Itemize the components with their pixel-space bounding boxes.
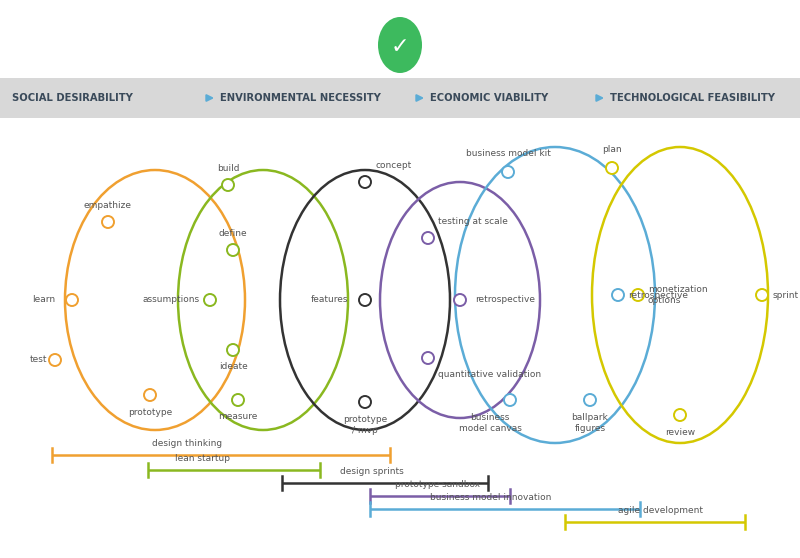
Text: empathize: empathize — [84, 201, 132, 210]
Circle shape — [222, 179, 234, 191]
Circle shape — [359, 294, 371, 306]
FancyBboxPatch shape — [0, 78, 800, 118]
Circle shape — [504, 394, 516, 406]
Text: test: test — [30, 355, 47, 364]
Ellipse shape — [378, 17, 422, 73]
Circle shape — [359, 396, 371, 408]
Text: measure: measure — [218, 412, 258, 421]
Text: monetization
options: monetization options — [648, 285, 708, 305]
Circle shape — [232, 394, 244, 406]
Circle shape — [612, 289, 624, 301]
Circle shape — [204, 294, 216, 306]
Text: review: review — [665, 428, 695, 437]
Circle shape — [49, 354, 61, 366]
Circle shape — [422, 352, 434, 364]
Text: prototype sandbox: prototype sandbox — [395, 480, 480, 489]
Text: design thinking: design thinking — [152, 439, 222, 448]
Circle shape — [756, 289, 768, 301]
Text: plan: plan — [602, 145, 622, 154]
Text: features: features — [310, 296, 348, 305]
Circle shape — [227, 344, 239, 356]
Circle shape — [144, 389, 156, 401]
Circle shape — [606, 162, 618, 174]
Text: sprint: sprint — [773, 291, 799, 300]
Text: retrospective: retrospective — [475, 296, 535, 305]
Text: ENVIRONMENTAL NECESSITY: ENVIRONMENTAL NECESSITY — [220, 93, 381, 103]
Text: quantitative validation: quantitative validation — [438, 370, 541, 379]
Text: assumptions: assumptions — [143, 296, 200, 305]
Text: business model innovation: business model innovation — [430, 493, 551, 502]
Text: agile development: agile development — [618, 506, 703, 515]
Text: SOCIAL DESIRABILITY: SOCIAL DESIRABILITY — [12, 93, 133, 103]
Text: ballpark
figures: ballpark figures — [572, 413, 608, 433]
Text: ECONOMIC VIABILITY: ECONOMIC VIABILITY — [430, 93, 548, 103]
Text: testing at scale: testing at scale — [438, 217, 508, 226]
Text: ideate: ideate — [218, 362, 247, 371]
Circle shape — [66, 294, 78, 306]
Circle shape — [359, 176, 371, 188]
Text: TECHNOLOGICAL FEASIBILITY: TECHNOLOGICAL FEASIBILITY — [610, 93, 775, 103]
Text: business
model canvas: business model canvas — [458, 413, 522, 433]
Text: design sprints: design sprints — [340, 467, 404, 476]
Text: ✓: ✓ — [390, 37, 410, 57]
Text: prototype: prototype — [128, 408, 172, 417]
Circle shape — [422, 232, 434, 244]
Text: prototype
/ mvp: prototype / mvp — [343, 415, 387, 435]
Circle shape — [454, 294, 466, 306]
Text: concept: concept — [375, 161, 411, 170]
Text: build: build — [217, 164, 239, 173]
Circle shape — [584, 394, 596, 406]
Circle shape — [227, 244, 239, 256]
Circle shape — [632, 289, 644, 301]
Text: lean startup: lean startup — [175, 454, 230, 463]
Text: learn: learn — [32, 296, 55, 305]
Text: business model kit: business model kit — [466, 149, 550, 158]
Circle shape — [102, 216, 114, 228]
Text: retrospective: retrospective — [628, 291, 688, 300]
Circle shape — [674, 409, 686, 421]
Circle shape — [502, 166, 514, 178]
Text: define: define — [218, 229, 247, 238]
